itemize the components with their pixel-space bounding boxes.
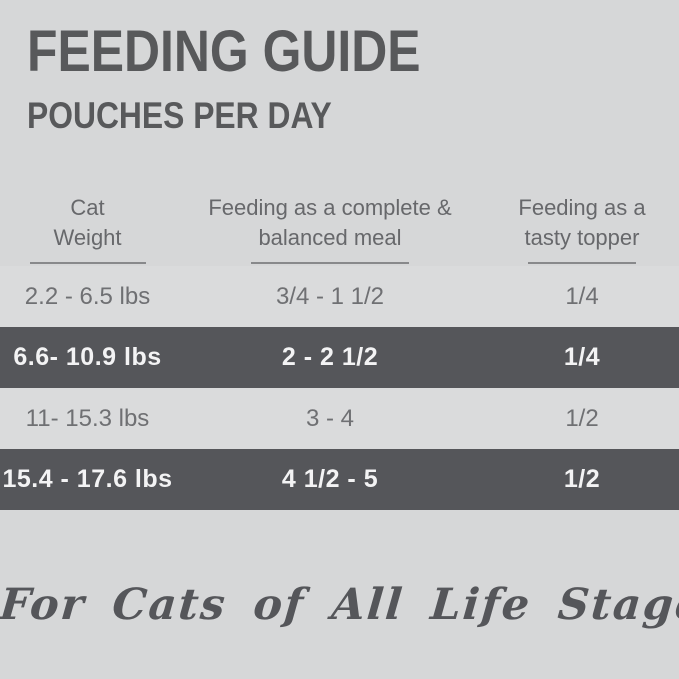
- tasty-topper-value: 1/2: [563, 465, 601, 493]
- column-header-cat-weight: Cat Weight: [0, 193, 175, 264]
- page-subtitle: POUCHES PER DAY: [27, 94, 332, 136]
- complete-meal-value: 3 - 4: [305, 404, 355, 432]
- title-block: FEEDING GUIDE POUCHES PER DAY: [27, 19, 485, 136]
- header-underline: [251, 262, 409, 264]
- header-underline: [29, 262, 146, 264]
- complete-meal-value: 2 - 2 1/2: [281, 343, 379, 371]
- feeding-table-header: Cat Weight Feeding as a complete & balan…: [0, 193, 679, 264]
- tasty-topper-value: 1/2: [565, 404, 599, 432]
- column-header-complete-meal: Feeding as a complete & balanced meal: [175, 193, 485, 264]
- cat-weight-value: 2.2 - 6.5 lbs: [24, 282, 151, 310]
- table-row: 2.2 - 6.5 lbs 3/4 - 1 1/2 1/4: [0, 266, 679, 327]
- cat-weight-value: 15.4 - 17.6 lbs: [2, 465, 173, 493]
- cat-weight-value: 11- 15.3 lbs: [25, 404, 150, 432]
- complete-meal-value: 4 1/2 - 5: [281, 465, 379, 493]
- column-header-line: Weight: [53, 225, 122, 250]
- page-title: FEEDING GUIDE: [27, 19, 421, 84]
- table-row: 11- 15.3 lbs 3 - 4 1/2: [0, 388, 679, 449]
- column-header-line: tasty topper: [524, 225, 640, 250]
- cat-weight-value: 6.6- 10.9 lbs: [13, 343, 162, 371]
- complete-meal-value: 3/4 - 1 1/2: [275, 282, 385, 310]
- column-header-line: Cat: [70, 195, 105, 220]
- header-underline: [528, 262, 636, 264]
- feeding-table-body: 2.2 - 6.5 lbs 3/4 - 1 1/2 1/4 6.6- 10.9 …: [0, 266, 679, 510]
- all-life-stages-tagline: For Cats of All Life Stages: [0, 580, 679, 630]
- column-header-line: Feeding as a: [518, 195, 646, 220]
- column-header-line: Feeding as a complete &: [208, 195, 452, 220]
- column-header-line: balanced meal: [258, 225, 402, 250]
- column-header-tasty-topper: Feeding as a tasty topper: [485, 193, 679, 264]
- table-row-highlighted: 15.4 - 17.6 lbs 4 1/2 - 5 1/2: [0, 449, 679, 510]
- tasty-topper-value: 1/4: [565, 282, 599, 310]
- tasty-topper-value: 1/4: [563, 343, 601, 371]
- table-row-highlighted: 6.6- 10.9 lbs 2 - 2 1/2 1/4: [0, 327, 679, 388]
